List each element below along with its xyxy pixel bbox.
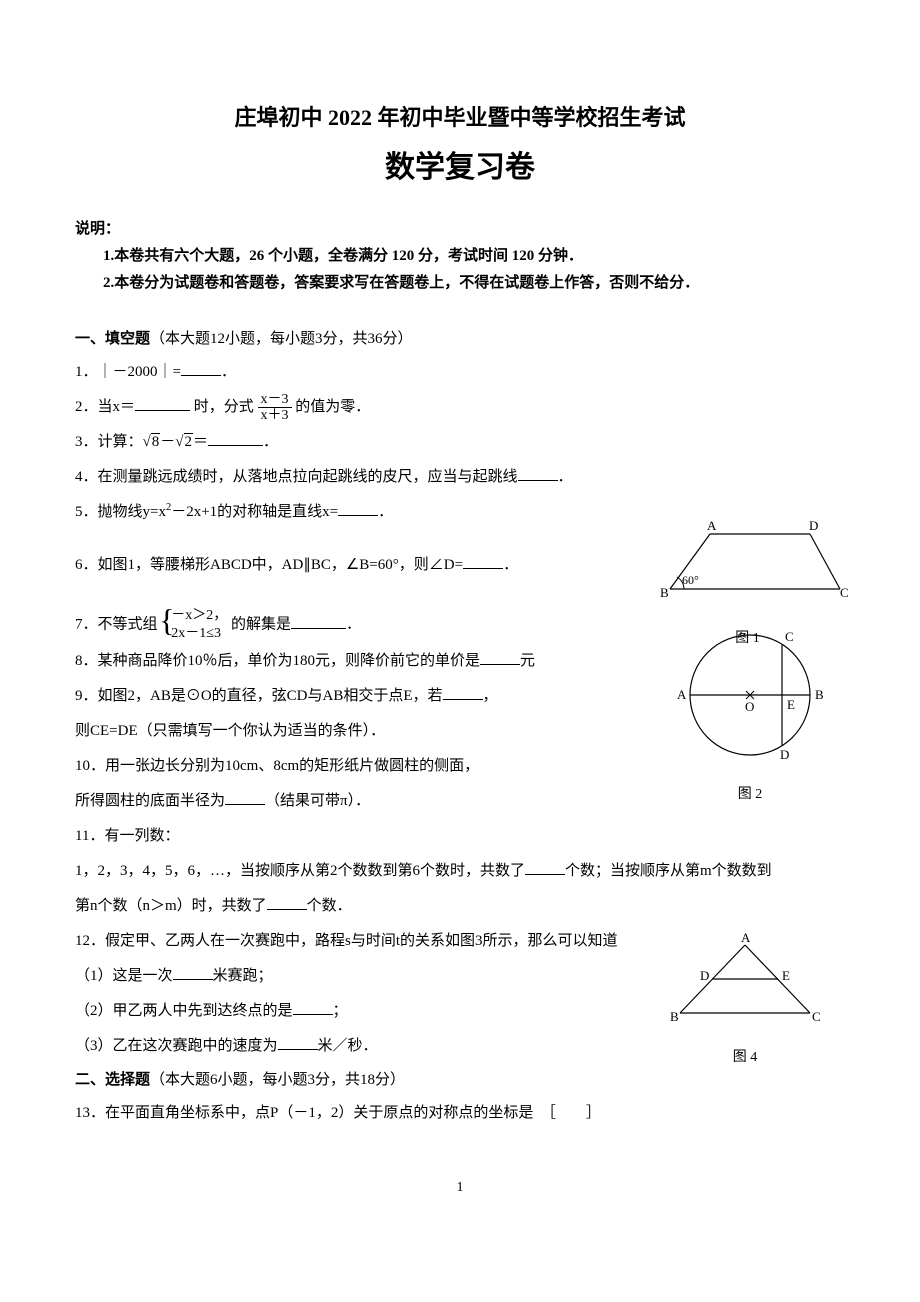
blank (181, 361, 221, 376)
svg-text:D: D (780, 747, 789, 762)
question-2: 2．当x＝ 时，分式 x－3x＋3 的值为零． (75, 391, 845, 424)
cases: －x＞2， 2x－1≤3 (161, 607, 227, 643)
question-9b: 则CE=DE（只需填写一个你认为适当的条件）． (75, 715, 635, 748)
svg-text:A: A (741, 933, 751, 945)
svg-text:B: B (660, 585, 669, 600)
blank (338, 501, 378, 516)
blank (480, 650, 520, 665)
figure-2: A B C D E O 图 2 (655, 625, 845, 811)
sqrt: 2 (175, 426, 193, 459)
question-13: 13．在平面直角坐标系中，点P（－1，2）关于原点的对称点的坐标是 ［ ］ (75, 1097, 845, 1130)
question-10b: 所得圆柱的底面半径为（结果可带π）． (75, 785, 845, 818)
blank (173, 965, 213, 980)
section-1-header: 一、填空题（本大题12小题，每小题3分，共36分） (75, 327, 845, 348)
question-11: 11．有一列数： (75, 820, 845, 853)
svg-text:B: B (815, 687, 824, 702)
question-9: 9．如图2，AB是⊙O的直径，弦CD与AB相交于点E，若， A B C D E … (75, 680, 635, 713)
question-11b: 1，2，3，4，5，6，…，当按顺序从第2个数数到第6个数时，共数了个数；当按顺… (75, 855, 845, 888)
sqrt: 8 (143, 426, 161, 459)
circle-diagram: A B C D E O (655, 625, 845, 765)
question-1: 1．｜－2000｜=． (75, 356, 845, 389)
svg-text:C: C (785, 629, 794, 644)
page-number: 1 (75, 1180, 845, 1196)
blank (267, 895, 307, 910)
question-12a: （1）这是一次米赛跑； (75, 960, 845, 993)
section-1-title: 一、填空题 (75, 331, 150, 347)
center-marker: ▪ (460, 650, 464, 661)
blank (518, 466, 558, 481)
question-10: 10．用一张边长分别为10cm、8cm的矩形纸片做圆柱的侧面， (75, 750, 635, 783)
question-12: 12．假定甲、乙两人在一次赛跑中，路程s与时间t的关系如图3所示，那么可以知道 … (75, 925, 845, 958)
blank (291, 614, 346, 629)
question-12b: （2）甲乙两人中先到达终点的是； (75, 995, 845, 1028)
fraction: x－3x＋3 (258, 392, 292, 424)
question-8: 8．某种商品降价10％后，单价为180元，则降价前它的单价是元 (75, 645, 635, 678)
section-1-desc: （本大题12小题，每小题3分，共36分） (150, 331, 413, 347)
blank (135, 396, 190, 411)
blank (463, 554, 503, 569)
question-12c: （3）乙在这次赛跑中的速度为米／秒． (75, 1030, 845, 1063)
svg-text:60°: 60° (682, 573, 699, 587)
instructions-label: 说明： (75, 216, 845, 243)
exam-subject-title: 数学复习卷 (75, 142, 845, 186)
blank (278, 1035, 318, 1050)
blank (525, 860, 565, 875)
svg-text:C: C (840, 585, 849, 600)
question-11c: 第n个数（n＞m）时，共数了个数． (75, 890, 845, 923)
question-3: 3．计算：8－2＝． (75, 426, 845, 459)
svg-text:D: D (809, 519, 818, 533)
exam-school-title: 庄埠初中 2022 年初中毕业暨中等学校招生考试 (75, 100, 845, 132)
question-6: 6．如图1，等腰梯形ABCD中，AD∥BC，∠B=60°，则∠D=． A D B… (75, 549, 845, 582)
blank (293, 1000, 333, 1015)
trapezoid-diagram: A D B C 60° (640, 519, 855, 609)
instructions-block: 说明： 1.本卷共有六个大题，26 个小题，全卷满分 120 分，考试时间 12… (75, 216, 845, 297)
blank (443, 685, 483, 700)
svg-text:E: E (787, 697, 795, 712)
blank (208, 431, 263, 446)
section-2-title: 二、选择题 (75, 1072, 150, 1088)
question-4: 4．在测量跳远成绩时，从落地点拉向起跳线的皮尺，应当与起跳线． (75, 461, 845, 494)
blank (225, 790, 265, 805)
section-2-desc: （本大题6小题，每小题3分，共18分） (150, 1072, 405, 1088)
instruction-2: 2.本卷分为试题卷和答题卷，答案要求写在答题卷上，不得在试题卷上作答，否则不给分… (75, 270, 845, 297)
svg-text:A: A (707, 519, 717, 533)
svg-text:A: A (677, 687, 687, 702)
instruction-1: 1.本卷共有六个大题，26 个小题，全卷满分 120 分，考试时间 120 分钟… (75, 243, 845, 270)
svg-text:O: O (745, 699, 754, 714)
